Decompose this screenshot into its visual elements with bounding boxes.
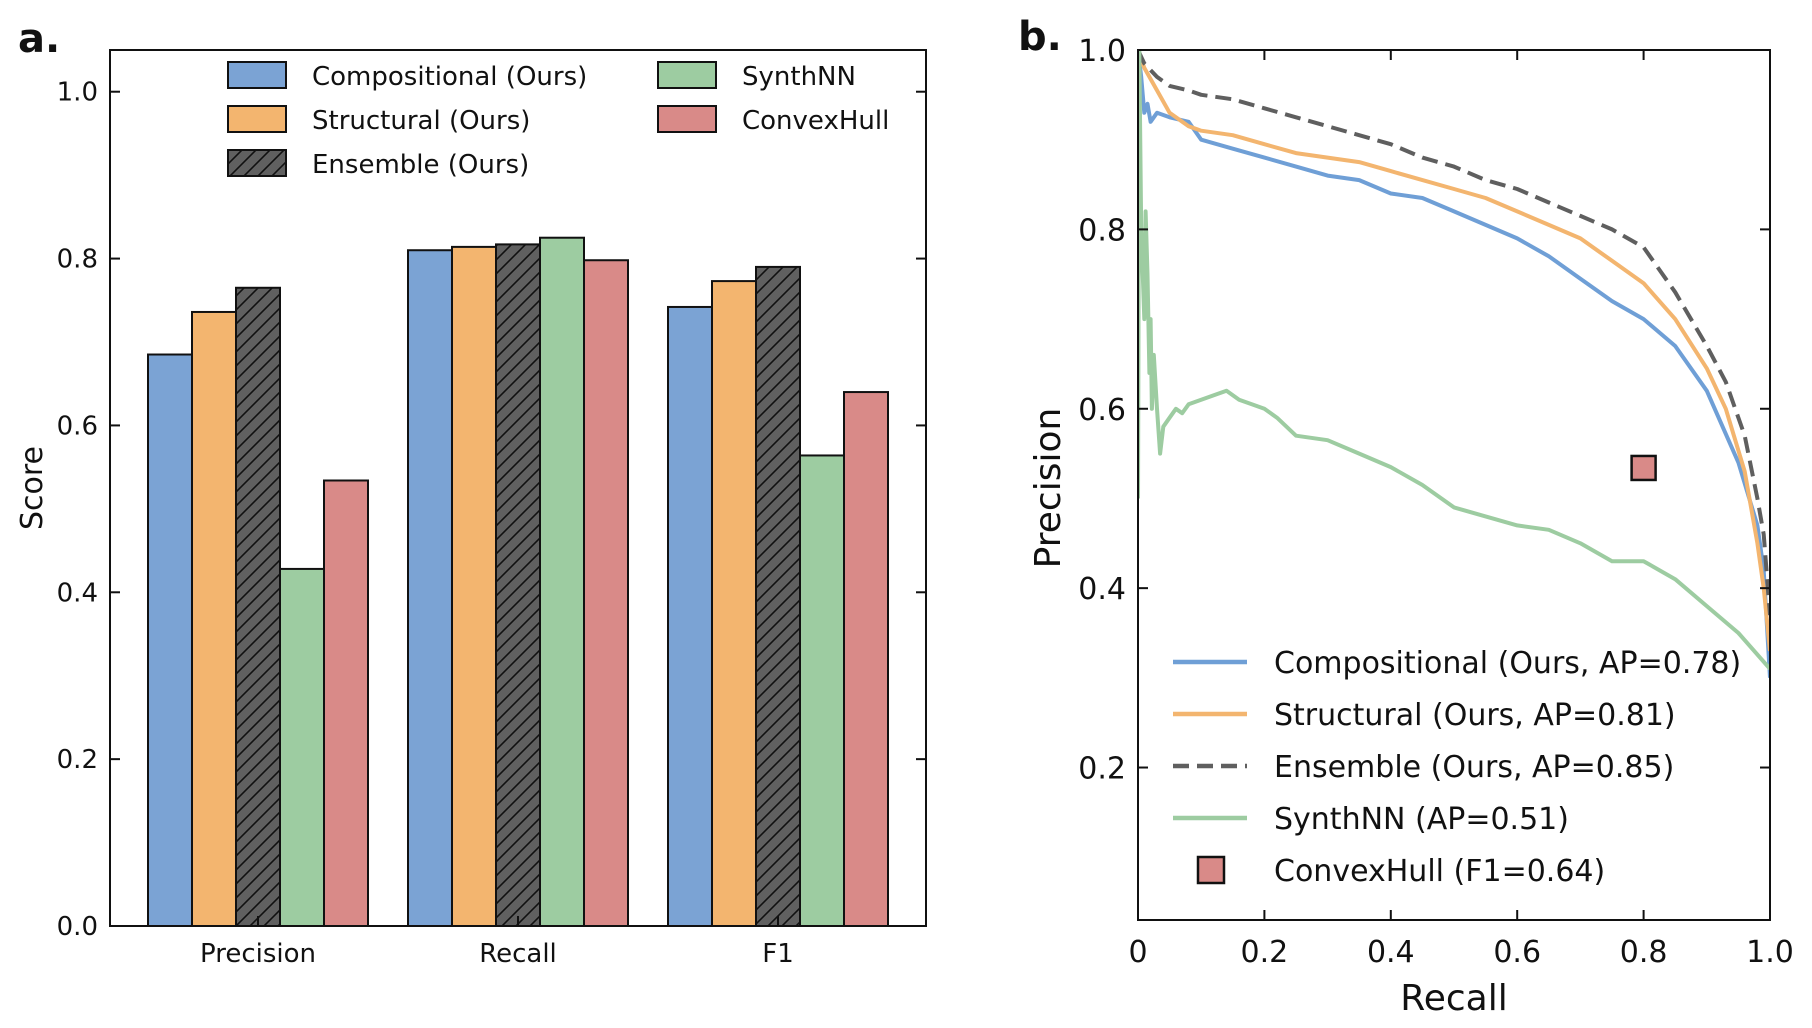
y-tick-label: 1.0 xyxy=(1078,34,1126,69)
y-tick-label: 0.4 xyxy=(57,578,98,608)
legend-label: Structural (Ours, AP=0.81) xyxy=(1274,698,1676,733)
y-tick-label: 0.8 xyxy=(1078,213,1126,248)
bar xyxy=(147,353,193,927)
x-tick-label: 0 xyxy=(1128,935,1147,970)
x-tick-label: F1 xyxy=(762,939,794,969)
legend-label: SynthNN (AP=0.51) xyxy=(1274,802,1569,837)
legend: Compositional (Ours, AP=0.78) Structural … xyxy=(1173,646,1741,889)
legend-label: Ensemble (Ours) xyxy=(312,150,529,180)
legend: Compositional (Ours) Structural (Ours) Ens… xyxy=(227,61,889,180)
bar-group xyxy=(147,236,889,928)
x-tick-label: 0.2 xyxy=(1241,935,1289,970)
x-axis-ticks: Precision Recall F1 xyxy=(200,916,794,969)
legend-swatch xyxy=(657,105,717,133)
legend-swatch xyxy=(227,149,287,177)
bar xyxy=(323,479,369,927)
curve-group xyxy=(1138,50,1770,678)
bar-chart-panel: 0.0 0.2 0.4 0.6 0.8 1.0 Precision Recall F1 Sco… xyxy=(15,49,927,969)
bar xyxy=(451,245,497,928)
y-axis-label: Score xyxy=(15,446,50,530)
convexhull-marker xyxy=(1630,454,1657,482)
y-tick-label: 0.0 xyxy=(57,912,98,942)
panel-label-a: a. xyxy=(18,16,60,62)
x-tick-label: Recall xyxy=(479,939,557,969)
x-tick-label: 0.4 xyxy=(1367,935,1415,970)
y-tick-label: 0.4 xyxy=(1078,572,1126,607)
x-tick-label: 0.6 xyxy=(1493,935,1541,970)
y-axis-ticks: 0.0 0.2 0.4 0.6 0.8 1.0 xyxy=(57,78,926,942)
bar xyxy=(583,259,629,927)
y-tick-label: 0.6 xyxy=(1078,393,1126,428)
legend-label: Compositional (Ours, AP=0.78) xyxy=(1274,646,1741,681)
legend-label: SynthNN xyxy=(742,62,856,92)
series-line xyxy=(1138,50,1770,671)
legend-marker xyxy=(1196,855,1226,885)
bar xyxy=(711,280,757,927)
legend-label: Compositional (Ours) xyxy=(312,62,587,92)
legend-label: Structural (Ours) xyxy=(312,106,530,136)
bar xyxy=(235,286,281,927)
x-tick-label: Precision xyxy=(200,939,316,969)
bar xyxy=(191,310,237,928)
bar xyxy=(279,567,325,927)
legend-label: ConvexHull (F1=0.64) xyxy=(1274,854,1605,889)
plot-frame xyxy=(1137,49,1771,921)
legend-label: ConvexHull xyxy=(742,106,889,136)
marker-group xyxy=(1630,454,1657,482)
y-tick-label: 0.8 xyxy=(57,245,98,275)
y-tick-label: 0.2 xyxy=(1078,752,1126,787)
bar xyxy=(843,391,889,927)
bar xyxy=(539,236,585,927)
y-tick-label: 0.6 xyxy=(57,411,98,441)
legend-swatch xyxy=(227,61,287,89)
legend-swatch xyxy=(657,61,717,89)
series-line xyxy=(1138,50,1770,678)
y-tick-label: 0.2 xyxy=(57,745,98,775)
x-tick-label: 1.0 xyxy=(1746,935,1794,970)
plot-frame xyxy=(109,49,927,927)
x-axis-label: Recall xyxy=(1400,978,1507,1019)
y-tick-label: 1.0 xyxy=(57,78,98,108)
bar xyxy=(667,305,713,927)
x-axis-ticks: 0 0.2 0.4 0.6 0.8 1.0 xyxy=(1128,50,1794,970)
y-axis-label: Precision xyxy=(1028,408,1069,569)
x-tick-label: 0.8 xyxy=(1620,935,1668,970)
pr-curve-panel: 0.20.40.60.81.0 0 0.2 0.4 0.6 0.8 1.0 Recall … xyxy=(1028,34,1794,1019)
legend-label: Ensemble (Ours, AP=0.85) xyxy=(1274,750,1674,785)
panel-label-b: b. xyxy=(1018,14,1062,60)
bar xyxy=(495,243,541,928)
bar xyxy=(407,249,453,927)
bar xyxy=(799,454,845,927)
y-axis-ticks: 0.2 0.4 0.6 0.8 1.0 xyxy=(1078,34,1770,787)
series-line xyxy=(1138,50,1770,616)
series-line xyxy=(1138,50,1770,652)
legend-swatch xyxy=(227,105,287,133)
bar xyxy=(755,265,801,927)
